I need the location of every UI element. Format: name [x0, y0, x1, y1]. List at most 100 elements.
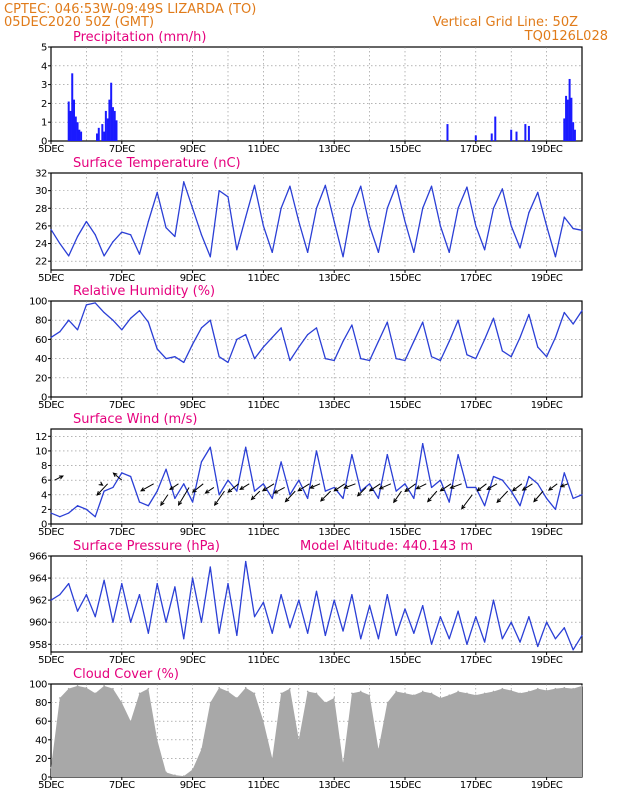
- temp-point: [457, 207, 459, 209]
- precip-bar: [80, 131, 83, 141]
- pressure-ytick-label: 960: [29, 618, 47, 629]
- cloud-ytick-label: 0: [41, 773, 47, 784]
- precip-xtick-label: 5DEC: [38, 144, 64, 155]
- wind-ytick-label: 10: [35, 446, 47, 457]
- rh-point: [360, 358, 362, 360]
- cloud-point: [156, 739, 158, 741]
- pressure-point: [528, 616, 530, 618]
- temp-point: [209, 256, 211, 258]
- wind-point: [333, 486, 335, 489]
- temp-ytick-label: 22: [35, 257, 47, 268]
- pressure-point: [404, 608, 406, 610]
- header: CPTEC: 046:53W-09:49S LIZARDA (TO) 05DEC…: [4, 2, 608, 44]
- cloud-point: [129, 720, 132, 722]
- pressure-frame: [50, 555, 583, 653]
- precip-xtick-label: 7DEC: [109, 144, 135, 155]
- wind-arrow: [140, 483, 154, 492]
- cloud-point: [182, 775, 185, 777]
- temp-xtick-label: 9DEC: [180, 273, 206, 284]
- wind-ytick-label: 0: [41, 520, 47, 531]
- wind-ytick-label: 12: [35, 432, 47, 443]
- rh-point: [227, 361, 229, 364]
- rh-point: [369, 359, 371, 362]
- wind-point: [307, 497, 309, 500]
- rh-point: [280, 327, 282, 329]
- temp-point: [174, 235, 176, 238]
- cloud-point: [112, 687, 114, 690]
- pressure-point: [236, 634, 238, 637]
- wind-arrow: [284, 490, 296, 503]
- precip-xtick-label: 11DEC: [248, 144, 280, 155]
- rh-point: [289, 359, 291, 362]
- temp-point: [377, 251, 380, 253]
- precip-bar: [108, 99, 111, 141]
- wind-arrow: [273, 487, 285, 494]
- temp-point: [519, 247, 521, 249]
- wind-point: [227, 479, 229, 481]
- temp-point: [253, 184, 256, 186]
- cloud-point: [368, 694, 371, 696]
- temp-point: [581, 229, 583, 231]
- rh-point: [245, 334, 247, 336]
- wind-point: [554, 508, 557, 510]
- cloud-point: [572, 687, 574, 690]
- wind-arrow: [98, 481, 104, 486]
- rh-point: [174, 356, 176, 358]
- temp-point: [484, 249, 486, 251]
- wind-point: [253, 490, 256, 492]
- rh-xtick-label: 13DEC: [318, 400, 350, 411]
- pressure-point: [519, 641, 521, 643]
- rh-point: [85, 304, 87, 306]
- pressure-ytick-label: 962: [29, 596, 47, 607]
- rh-point: [324, 358, 326, 360]
- wind-arrow: [343, 483, 356, 489]
- rh-point: [413, 340, 415, 342]
- pressure-point: [174, 586, 176, 588]
- pressure-point: [147, 632, 149, 634]
- cloud-ytick-label: 20: [35, 754, 47, 765]
- rh-point: [192, 343, 194, 345]
- pressure-point: [395, 634, 397, 637]
- wind-xtick-label: 15DEC: [389, 527, 421, 538]
- temp-point: [147, 220, 149, 223]
- cloud-point: [50, 766, 52, 769]
- wind-point: [572, 497, 574, 500]
- pressure-point: [209, 566, 211, 568]
- cloud-point: [554, 687, 557, 690]
- cloud-point: [359, 690, 362, 693]
- temp-point: [475, 225, 477, 227]
- cloud-point: [280, 692, 282, 695]
- wind-point: [466, 486, 468, 489]
- temp-panel: 22 24 26 28 30 32 5DEC 7DEC 9DEC 11DEC 13DEC 15DEC 1…: [35, 156, 583, 284]
- rh-point: [484, 338, 486, 340]
- cloud-point: [253, 692, 256, 695]
- precip-bar: [515, 131, 518, 141]
- pressure-title: Surface Pressure (hPa): [73, 539, 220, 554]
- precip-bar: [101, 124, 104, 141]
- pressure-subtitle: Model Altitude: 440.143 m: [300, 539, 473, 554]
- pressure-xtick-label: 11DEC: [248, 655, 280, 666]
- temp-point: [245, 216, 247, 218]
- pressure-point: [546, 621, 548, 623]
- precip-bar: [474, 135, 477, 141]
- cloud-point: [483, 692, 486, 695]
- wind-arrow: [559, 483, 569, 488]
- wind-arrow: [297, 483, 310, 492]
- rh-point: [457, 319, 459, 321]
- cloud-point: [475, 694, 477, 696]
- pressure-ytick-label: 958: [29, 640, 47, 651]
- wind-point: [236, 490, 238, 492]
- cloud-point: [76, 685, 79, 687]
- wind-arrow: [333, 483, 346, 492]
- pressure-point: [68, 582, 70, 585]
- precip-bar: [113, 110, 116, 141]
- cloud-ytick-label: 40: [35, 735, 47, 746]
- pressure-point: [103, 579, 105, 581]
- temp-point: [324, 184, 326, 186]
- temp-point: [165, 227, 167, 229]
- wind-point: [395, 490, 397, 492]
- wind-point: [121, 472, 123, 474]
- pressure-point: [501, 638, 503, 640]
- rh-ytick-label: 0: [41, 393, 47, 404]
- pressure-point: [360, 638, 362, 640]
